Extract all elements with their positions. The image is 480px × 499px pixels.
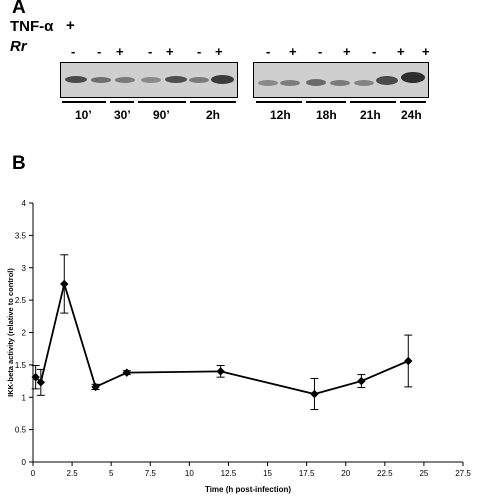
western-blot-left (60, 62, 238, 98)
time-label: 21h (360, 108, 381, 122)
data-point-diamond (122, 368, 132, 377)
x-tick-label: 5 (109, 469, 114, 478)
y-tick-label: 0.5 (15, 426, 27, 435)
blot-band (65, 76, 87, 83)
x-tick-label: 20 (341, 469, 350, 478)
time-label: 18h (316, 108, 337, 122)
x-tick-label: 7.5 (145, 469, 157, 478)
data-point-diamond (31, 372, 40, 382)
data-point-diamond (357, 376, 366, 386)
lane-sign: - (372, 44, 377, 59)
blot-band (258, 80, 278, 86)
time-group-underline (306, 101, 346, 103)
data-point-diamond (216, 367, 225, 376)
lane-sign: - (71, 44, 76, 59)
lane-sign: + (422, 44, 430, 59)
lane-sign: + (343, 44, 351, 59)
rr-label: Rr (10, 38, 27, 55)
blot-band (280, 80, 300, 86)
lane-sign: + (166, 44, 174, 59)
data-point-diamond (91, 382, 100, 392)
y-tick-label: 2.5 (15, 296, 27, 305)
time-label: 90’ (153, 108, 170, 122)
x-tick-label: 22.5 (377, 469, 393, 478)
lane-sign: - (197, 44, 202, 59)
lane-sign: + (116, 44, 124, 59)
x-tick-label: 27.5 (455, 469, 471, 478)
data-point-diamond (404, 356, 413, 366)
time-group-underline (110, 101, 134, 103)
time-label: 30’ (114, 108, 131, 122)
ikk-beta-line-chart: 00.511.522.533.540 2.5 5 7.5 10 12.5 15 17.5 20 2… (6, 199, 471, 494)
y-tick-label: 1.5 (15, 361, 27, 370)
y-axis-label: IKK-beta activity (relative to control) (6, 268, 15, 397)
western-blot-right (253, 62, 429, 98)
blot-band (165, 76, 187, 83)
lane-sign: - (97, 44, 102, 59)
blot-band (91, 77, 111, 83)
y-tick-label: 0 (22, 458, 27, 467)
x-tick-label: 12.5 (221, 469, 237, 478)
blot-band (330, 80, 350, 86)
x-tick-label: 15 (263, 469, 272, 478)
x-tick-label: 10 (185, 469, 194, 478)
lane-sign: - (266, 44, 271, 59)
time-group-underline (350, 101, 396, 103)
blot-band (189, 77, 209, 83)
time-label: 12h (270, 108, 291, 122)
lane-sign: - (318, 44, 323, 59)
panel-b-letter: B (12, 153, 26, 174)
data-point-diamond (60, 279, 69, 289)
x-tick-label: 0 (31, 469, 36, 478)
blot-band (141, 77, 161, 83)
y-tick-label: 4 (22, 199, 27, 208)
lane-sign: + (215, 44, 223, 59)
x-axis-label: Time (h post-infection) (205, 485, 291, 494)
blot-band (306, 79, 326, 86)
x-tick-label: 2.5 (67, 469, 79, 478)
lane-sign: + (397, 44, 405, 59)
y-tick-label: 3.5 (15, 231, 27, 240)
blot-band (376, 76, 398, 85)
time-group-underline (256, 101, 302, 103)
data-point-diamond (310, 389, 319, 399)
x-tick-label: 17.5 (299, 469, 315, 478)
time-group-underline (138, 101, 186, 103)
tnf-alpha-label: TNF-α (10, 18, 54, 35)
time-label: 24h (401, 108, 422, 122)
y-tick-label: 2 (22, 329, 27, 338)
x-tick-label: 25 (419, 469, 428, 478)
time-label: 2h (206, 108, 221, 122)
lane-sign: - (148, 44, 153, 59)
lane-sign: + (289, 44, 297, 59)
blot-band (354, 80, 374, 86)
blot-band (401, 72, 425, 83)
blot-band (115, 77, 135, 83)
time-group-underline (190, 101, 236, 103)
time-group-underline (400, 101, 426, 103)
time-label: 10’ (75, 108, 92, 122)
y-tick-label: 3 (22, 264, 27, 273)
data-point-diamond (36, 378, 46, 387)
blot-band (211, 75, 234, 84)
time-group-underline (62, 101, 106, 103)
y-tick-label: 1 (22, 393, 27, 402)
tnf-alpha-sign: + (66, 17, 75, 34)
panel-a-letter: A (12, 0, 26, 18)
